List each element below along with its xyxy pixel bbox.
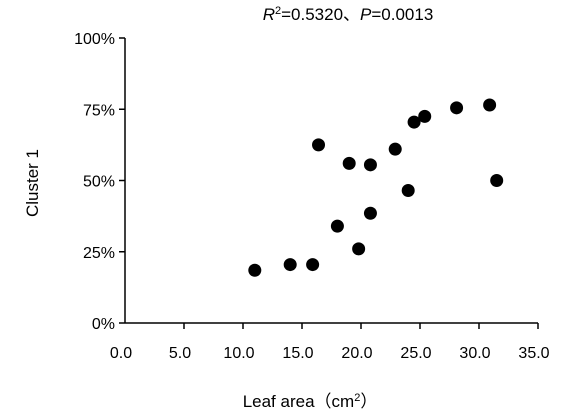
stats-annotation: R2=0.5320、P=0.0013 [263,5,434,24]
data-point [363,206,377,220]
data-points [248,98,504,277]
data-point [352,242,366,256]
y-tick-label: 0% [92,316,115,333]
data-point [388,142,402,156]
x-axis-label: Leaf area（cm2） [243,392,378,411]
data-point [342,156,356,170]
data-point [248,263,262,277]
y-tick-label: 75% [83,102,115,119]
data-point [418,109,432,123]
y-axis-label: Cluster 1 [23,149,42,217]
y-tick-label: 50% [83,174,115,191]
x-tick-label: 30.0 [459,345,490,362]
y-axis-ticks: 0% 25% 50% 75% 100% [74,31,125,333]
x-tick-label: 20.0 [341,345,372,362]
x-tick-label: 15.0 [282,345,313,362]
data-point [490,174,504,187]
x-tick-label: 0.0 [110,345,132,362]
data-point [401,183,415,197]
data-point [363,158,377,172]
x-axis-ticks: 0.0 5.0 10.0 15.0 20.0 25.0 30.0 35.0 [110,323,550,362]
data-point [283,258,297,272]
x-tick-label: 10.0 [223,345,254,362]
data-point [330,219,344,233]
data-point [483,98,497,112]
data-point [306,258,320,272]
x-tick-label: 5.0 [169,345,191,362]
x-tick-label: 35.0 [518,345,549,362]
y-tick-label: 100% [74,31,115,48]
data-point [450,101,464,115]
data-point [407,115,421,129]
y-tick-label: 25% [83,245,115,262]
x-tick-label: 25.0 [400,345,431,362]
data-point [312,138,326,152]
